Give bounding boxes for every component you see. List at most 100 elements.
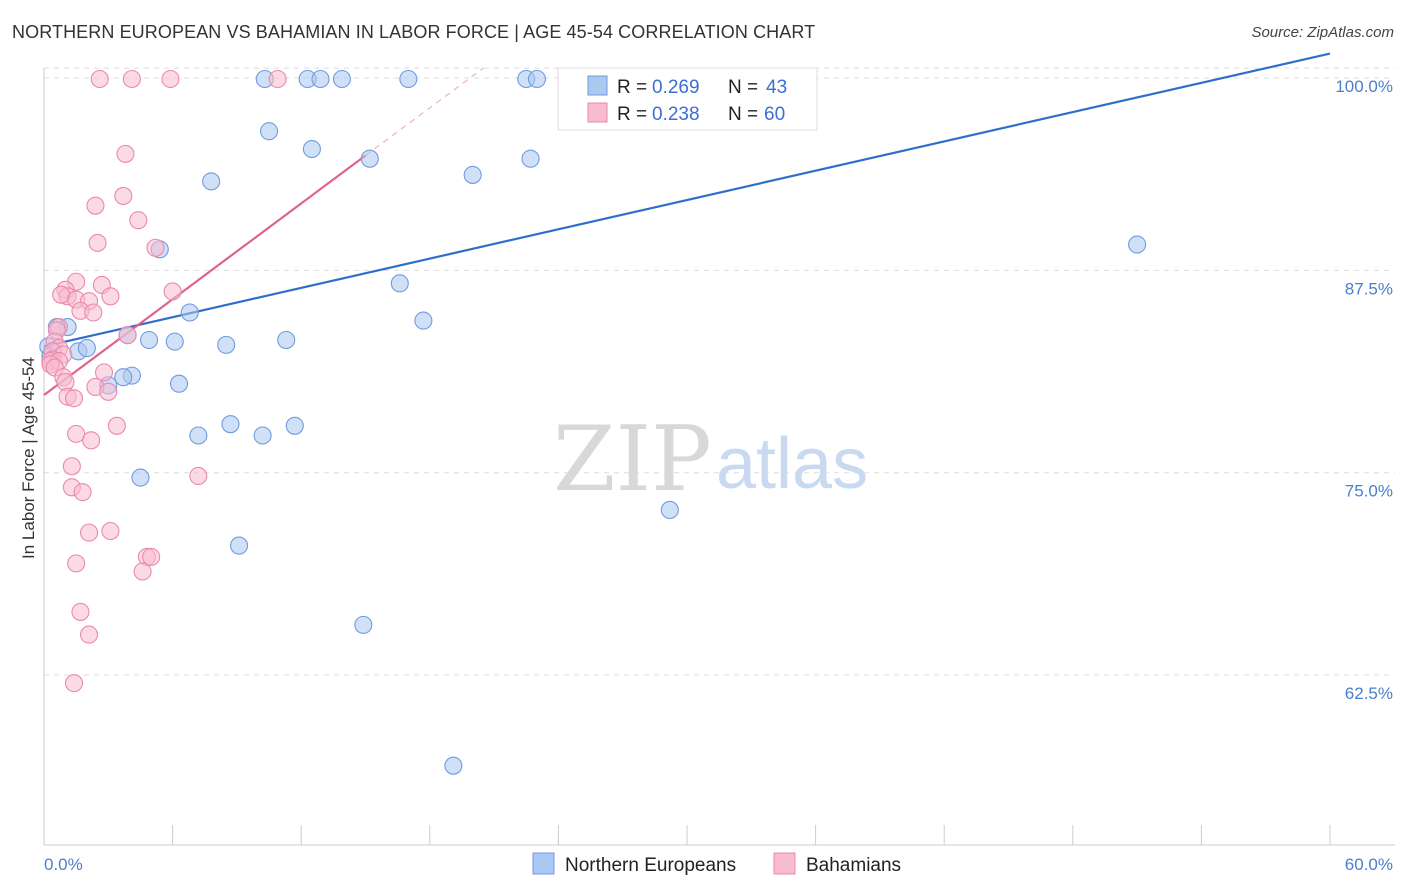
y-tick-label-1: 87.5% <box>1345 279 1393 298</box>
point-northern-europeans-32 <box>114 368 133 387</box>
point-bahamians-47 <box>79 523 99 542</box>
point-northern-europeans-43 <box>444 756 463 775</box>
legend-n-label-1: N = <box>728 77 758 98</box>
point-bahamians-42 <box>82 431 101 450</box>
legend-r-label-1: R = <box>617 77 647 98</box>
point-northern-europeans-36 <box>253 426 272 445</box>
data-points <box>39 69 1147 775</box>
y-axis-label: In Labor Force | Age 45-54 <box>19 357 38 559</box>
point-bahamians-52 <box>67 554 86 573</box>
point-northern-europeans-12 <box>360 149 379 168</box>
point-northern-europeans-3 <box>332 69 351 89</box>
point-northern-europeans-19 <box>414 311 433 330</box>
x-tick-label-1: 60.0% <box>1345 855 1393 874</box>
point-bahamians-3 <box>268 69 287 89</box>
point-northern-europeans-38 <box>189 426 208 445</box>
point-northern-europeans-11 <box>202 172 221 191</box>
legend-r-value-1: 0.269 <box>652 77 700 98</box>
point-bahamians-48 <box>101 521 120 541</box>
source-label: Source: ZipAtlas.com <box>1251 24 1394 41</box>
point-bahamians-5 <box>114 186 133 206</box>
chart-title: NORTHERN EUROPEAN VS BAHAMIAN IN LABOR F… <box>12 22 816 42</box>
point-northern-europeans-41 <box>660 500 679 520</box>
point-northern-europeans-39 <box>131 468 150 487</box>
series-legend: Northern Europeans Bahamians <box>532 852 901 876</box>
watermark: ZIP atlas <box>553 407 868 512</box>
point-bahamians-1 <box>122 69 141 89</box>
x-tick-labels: 0.0% 60.0% <box>44 855 1393 874</box>
y-tick-labels: 100.0% 87.5% 75.0% 62.5% <box>1335 77 1393 703</box>
point-northern-europeans-28 <box>77 339 96 358</box>
point-bahamians-18 <box>163 282 182 301</box>
point-northern-europeans-10 <box>302 139 321 159</box>
legend-swatch-blue <box>587 75 608 96</box>
legend-swatch-pink <box>587 102 608 123</box>
point-northern-europeans-17 <box>390 274 409 293</box>
point-bahamians-8 <box>88 233 107 252</box>
point-bahamians-44 <box>189 466 208 486</box>
trend-extension-bahamians <box>365 67 484 156</box>
point-bahamians-20 <box>84 303 103 322</box>
point-bahamians-50 <box>142 547 161 566</box>
point-bahamians-46 <box>73 483 92 502</box>
point-bahamians-43 <box>62 457 81 476</box>
point-bahamians-40 <box>107 416 126 435</box>
legend-n-value-1: 43 <box>766 77 787 98</box>
axes <box>43 68 1395 846</box>
trend-line-bahamians <box>43 154 367 396</box>
point-bahamians-6 <box>86 196 105 215</box>
y-tick-label-2: 75.0% <box>1345 482 1393 501</box>
grid-lines <box>44 67 1395 676</box>
point-northern-europeans-24 <box>165 332 184 351</box>
point-bahamians-39 <box>64 389 84 408</box>
legend-r-label-2: R = <box>617 104 647 125</box>
point-northern-europeans-40 <box>229 536 249 555</box>
series-swatch-bahamians <box>773 852 796 875</box>
point-bahamians-54 <box>79 625 99 644</box>
point-northern-europeans-9 <box>259 122 279 141</box>
point-bahamians-32 <box>118 326 137 345</box>
legend-r-value-2: 0.238 <box>652 104 700 125</box>
y-tick-label-0: 100.0% <box>1335 77 1393 96</box>
point-bahamians-2 <box>161 69 180 89</box>
point-bahamians-41 <box>67 424 86 443</box>
series-label-bahamians: Bahamians <box>806 855 901 876</box>
legend-n-value-2: 60 <box>764 104 785 125</box>
point-bahamians-16 <box>101 287 120 306</box>
point-northern-europeans-34 <box>169 374 189 393</box>
stats-legend: R = 0.269 N = 43 R = 0.238 N = 60 <box>557 67 818 131</box>
point-bahamians-14 <box>52 285 71 304</box>
point-northern-europeans-4 <box>399 69 418 89</box>
point-northern-europeans-14 <box>521 149 540 168</box>
point-bahamians-53 <box>71 602 90 621</box>
trend-line-northern-europeans <box>43 52 1331 348</box>
watermark-zip: ZIP <box>553 407 712 512</box>
point-northern-europeans-13 <box>463 165 482 184</box>
point-bahamians-4 <box>116 144 135 163</box>
point-northern-europeans-23 <box>139 330 159 350</box>
point-northern-europeans-16 <box>1128 235 1147 254</box>
watermark-atlas: atlas <box>716 424 868 504</box>
point-northern-europeans-2 <box>311 69 330 89</box>
point-northern-europeans-42 <box>354 615 373 634</box>
x-tick-label-0: 0.0% <box>44 855 83 874</box>
point-northern-europeans-26 <box>277 330 296 350</box>
point-bahamians-55 <box>64 674 84 693</box>
point-bahamians-33 <box>94 363 114 382</box>
point-northern-europeans-35 <box>221 415 240 434</box>
point-northern-europeans-6 <box>527 69 547 89</box>
series-label-northern-europeans: Northern Europeans <box>565 855 736 876</box>
legend-n-label-2: N = <box>728 104 758 125</box>
series-swatch-northern-europeans <box>532 852 555 875</box>
point-northern-europeans-18 <box>180 303 199 322</box>
point-bahamians-7 <box>129 211 148 230</box>
y-tick-label-3: 62.5% <box>1345 684 1393 703</box>
point-northern-europeans-25 <box>217 335 236 354</box>
point-bahamians-0 <box>90 69 109 89</box>
point-bahamians-51 <box>133 562 152 581</box>
trend-lines <box>43 52 1331 396</box>
point-bahamians-37 <box>99 382 118 401</box>
point-bahamians-9 <box>146 238 165 257</box>
point-northern-europeans-37 <box>285 416 304 435</box>
